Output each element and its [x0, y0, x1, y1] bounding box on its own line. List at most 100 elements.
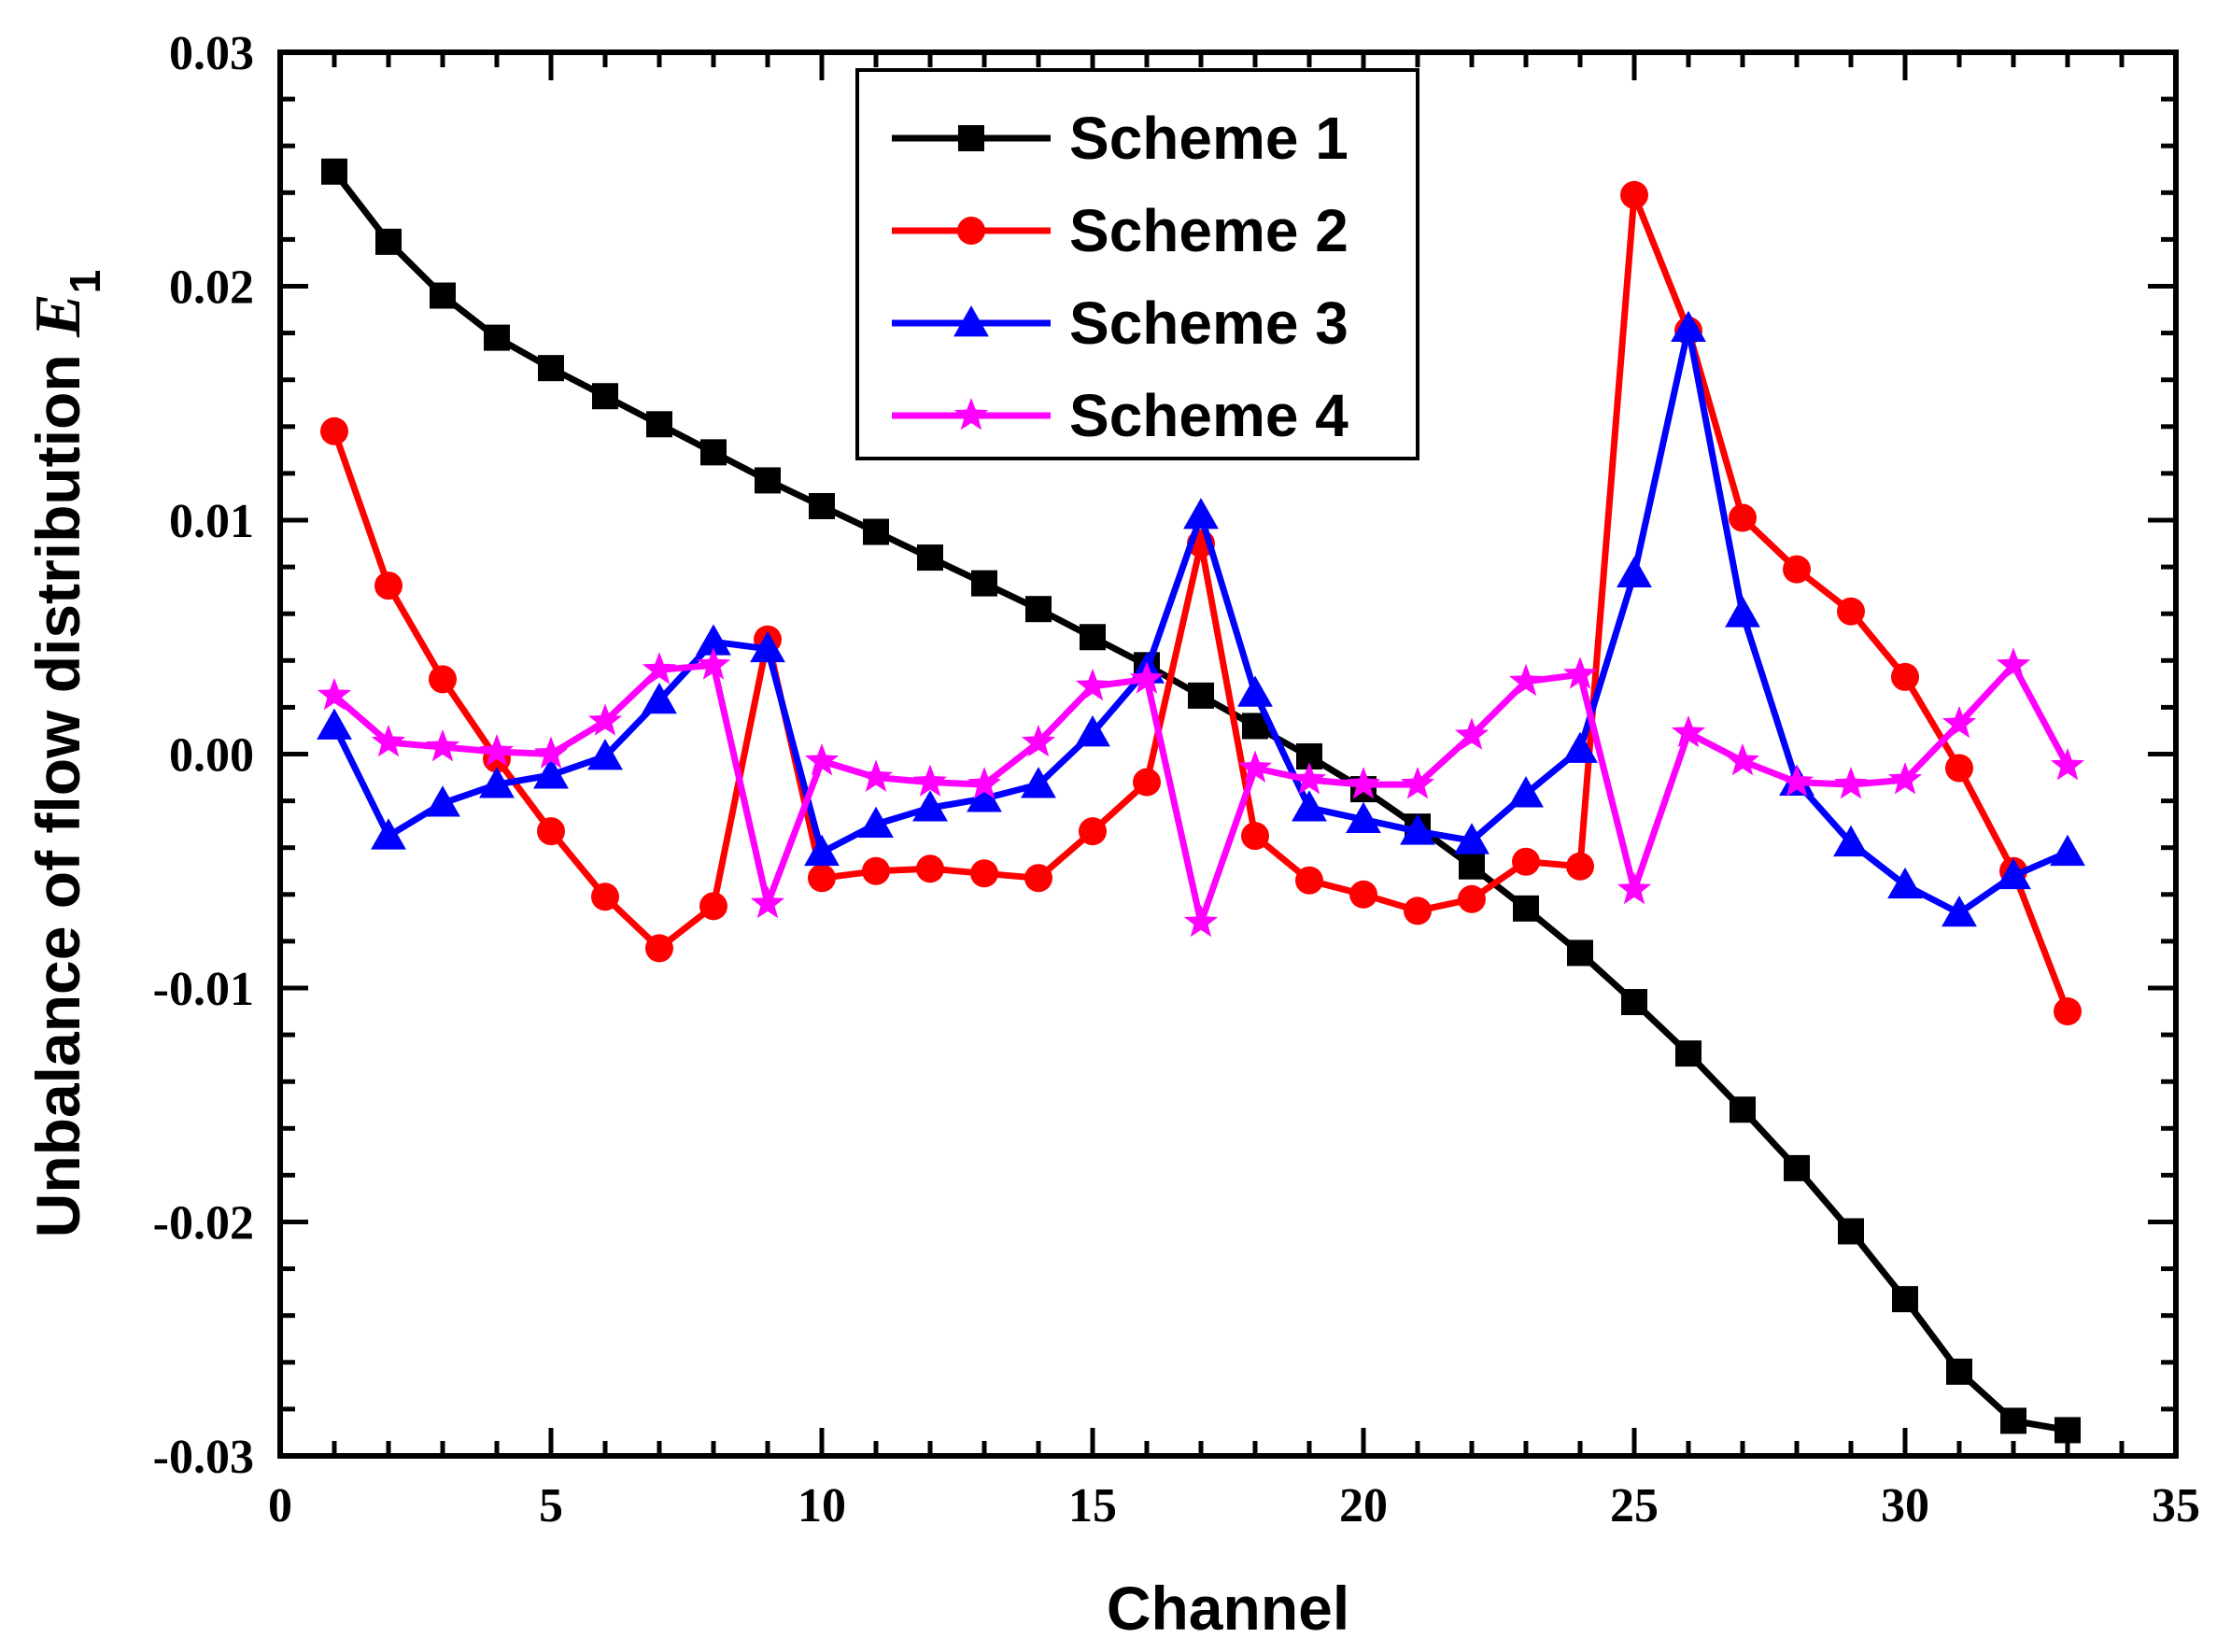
x-tick-label: 5: [539, 1479, 563, 1532]
data-point: [1946, 1358, 1972, 1385]
data-point: [1783, 555, 1811, 584]
data-point: [1454, 717, 1490, 750]
data-point: [971, 570, 997, 597]
data-point: [809, 492, 835, 519]
data-point: [1237, 675, 1273, 707]
data-point: [967, 781, 1002, 812]
data-point: [1021, 767, 1056, 798]
data-point: [1241, 822, 1269, 851]
data-point: [912, 790, 948, 822]
data-point: [1891, 662, 1919, 691]
data-point: [1567, 939, 1593, 967]
legend-marker: [953, 305, 989, 337]
legend-item: Scheme 2: [892, 197, 1348, 264]
data-point: [1292, 790, 1327, 822]
data-point: [1566, 852, 1594, 881]
data-point: [1129, 661, 1165, 694]
data-point: [1675, 1040, 1701, 1067]
data-point: [1942, 705, 1977, 739]
data-point: [1942, 895, 1977, 927]
data-point: [533, 757, 569, 789]
data-point: [371, 818, 406, 850]
legend-item: Scheme 3: [892, 289, 1348, 357]
x-tick-label: 20: [1339, 1479, 1388, 1532]
legend-label: Scheme 2: [1069, 197, 1348, 264]
data-point: [317, 677, 352, 711]
legend-marker: [958, 125, 984, 151]
data-point: [1024, 864, 1052, 893]
legend: Scheme 1 Scheme 2 Scheme 3 Scheme 4: [855, 68, 1419, 460]
y-axis-title: Unbalance of flow distribution E1: [22, 270, 109, 1238]
y-tick-label: -0.03: [153, 1431, 254, 1484]
data-point: [1729, 503, 1757, 532]
data-point: [587, 739, 623, 770]
data-point: [1887, 762, 1923, 795]
data-point: [2050, 748, 2085, 781]
data-point: [1892, 1286, 1918, 1313]
y-tick-labels: -0.03 -0.02 -0.01 0.00 0.01 0.02 0.03: [153, 27, 254, 1484]
data-point: [1075, 715, 1110, 747]
data-point: [1404, 897, 1432, 925]
data-point: [1508, 663, 1544, 697]
x-tick-label: 25: [1610, 1479, 1659, 1532]
data-point: [1079, 817, 1107, 846]
data-point: [1887, 867, 1923, 899]
data-point: [1838, 1218, 1864, 1245]
x-axis-title: Channel: [1107, 1574, 1349, 1643]
data-point: [967, 767, 1002, 799]
data-point: [642, 682, 677, 714]
series-3: [317, 310, 2085, 927]
data-point: [1025, 596, 1052, 623]
data-point: [1779, 764, 1814, 797]
data-point: [1837, 597, 1865, 626]
data-point: [1513, 895, 1539, 922]
data-point: [1996, 647, 2031, 680]
data-point: [320, 417, 348, 445]
data-point: [912, 764, 948, 797]
data-point: [696, 647, 731, 680]
data-point: [1183, 498, 1219, 529]
data-point: [479, 767, 515, 798]
data-point: [863, 518, 889, 545]
data-point: [1617, 871, 1652, 905]
data-point: [1021, 725, 1056, 757]
data-point: [858, 759, 894, 792]
data-point: [429, 665, 457, 694]
y-tick-label: 0.01: [169, 495, 254, 548]
y-tick-label: 0.02: [169, 261, 254, 315]
data-point: [700, 439, 727, 466]
data-point: [804, 834, 840, 867]
data-point: [484, 324, 510, 351]
data-point: [642, 652, 677, 685]
data-point: [374, 572, 402, 600]
data-point: [1133, 768, 1161, 797]
data-point: [587, 703, 623, 736]
y-tick-label: -0.01: [153, 963, 254, 1016]
x-tick-label: 35: [2152, 1479, 2200, 1532]
data-series: [317, 158, 2085, 1444]
data-point: [645, 934, 673, 963]
series-4: [317, 647, 2085, 938]
y-axis-title-subscript: 1: [61, 270, 109, 294]
data-point: [1349, 880, 1377, 909]
data-point: [1945, 754, 1973, 783]
data-point: [371, 725, 406, 757]
data-point: [1459, 853, 1485, 880]
x-tick-label: 15: [1068, 1479, 1117, 1532]
data-point: [1400, 813, 1435, 845]
data-point: [750, 885, 785, 919]
data-point: [1183, 904, 1219, 938]
data-point: [1080, 624, 1106, 651]
data-point: [1562, 657, 1598, 689]
data-point: [1621, 989, 1647, 1016]
data-point: [696, 624, 731, 656]
data-point: [1620, 180, 1648, 209]
y-axis-title-text: Unbalance of flow distribution: [23, 337, 92, 1237]
data-point: [917, 544, 943, 572]
data-point: [1725, 743, 1760, 776]
data-point: [425, 785, 460, 817]
x-tick-label: 30: [1881, 1479, 1929, 1532]
data-point: [858, 806, 894, 839]
data-point: [755, 467, 781, 494]
